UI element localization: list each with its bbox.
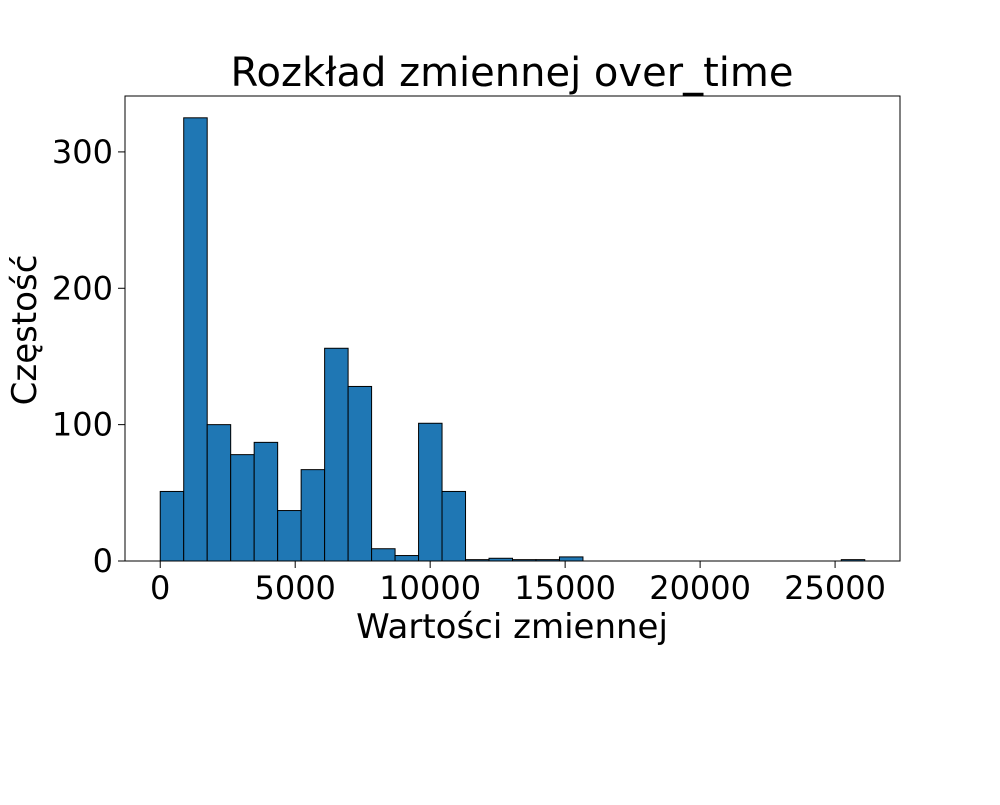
- y-tick-label: 100: [52, 406, 113, 444]
- x-tick-label: 25000: [784, 569, 886, 607]
- histogram-bar: [206, 424, 232, 562]
- histogram-bar: [159, 490, 185, 562]
- histogram-bar: [394, 555, 420, 562]
- histogram-bar: [347, 385, 373, 562]
- histogram-bar: [441, 490, 467, 562]
- y-axis: 0 100 200 300: [52, 133, 125, 580]
- x-axis: 0 5000 10000 15000 20000 25000: [150, 561, 886, 607]
- histogram-bar: [253, 441, 279, 562]
- x-tick-label: 5000: [254, 569, 335, 607]
- x-tick-label: 15000: [514, 569, 616, 607]
- histogram-bar: [558, 556, 584, 562]
- bars-group: [159, 117, 866, 562]
- x-tick-label: 0: [150, 569, 170, 607]
- plot-frame: [124, 95, 901, 562]
- y-tick-label: 300: [52, 133, 113, 171]
- x-tick-label: 20000: [649, 569, 751, 607]
- y-tick-label: 200: [52, 269, 113, 307]
- histogram-bar: [324, 347, 349, 562]
- y-axis-label: Częstość: [5, 255, 45, 406]
- histogram-bar: [183, 117, 208, 562]
- y-tick-label: 0: [93, 542, 113, 580]
- histogram-bar: [277, 510, 302, 562]
- chart-title: Rozkład zmiennej over_time: [230, 50, 793, 96]
- histogram-bar: [371, 548, 396, 562]
- x-axis-label: Wartości zmiennej: [356, 607, 668, 647]
- histogram-bar: [300, 469, 326, 562]
- x-tick-label: 10000: [379, 569, 481, 607]
- histogram-bar: [230, 454, 255, 562]
- histogram-bar: [418, 422, 443, 562]
